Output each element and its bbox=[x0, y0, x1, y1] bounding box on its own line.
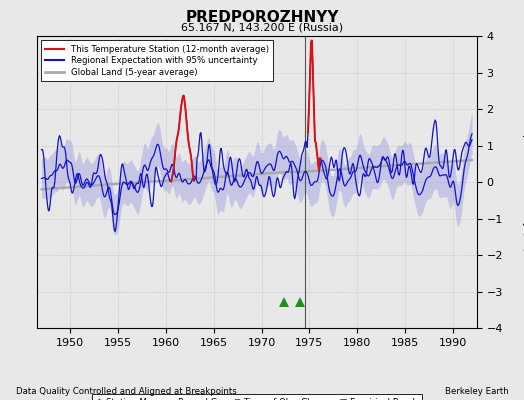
Y-axis label: Temperature Anomaly (°C): Temperature Anomaly (°C) bbox=[522, 112, 524, 252]
Text: Data Quality Controlled and Aligned at Breakpoints: Data Quality Controlled and Aligned at B… bbox=[16, 387, 236, 396]
Text: 65.167 N, 143.200 E (Russia): 65.167 N, 143.200 E (Russia) bbox=[181, 22, 343, 32]
Legend: Station Move, Record Gap, Time of Obs. Change, Empirical Break: Station Move, Record Gap, Time of Obs. C… bbox=[92, 394, 422, 400]
Text: PREDPOROZHNYY: PREDPOROZHNYY bbox=[185, 10, 339, 25]
Text: Berkeley Earth: Berkeley Earth bbox=[444, 387, 508, 396]
